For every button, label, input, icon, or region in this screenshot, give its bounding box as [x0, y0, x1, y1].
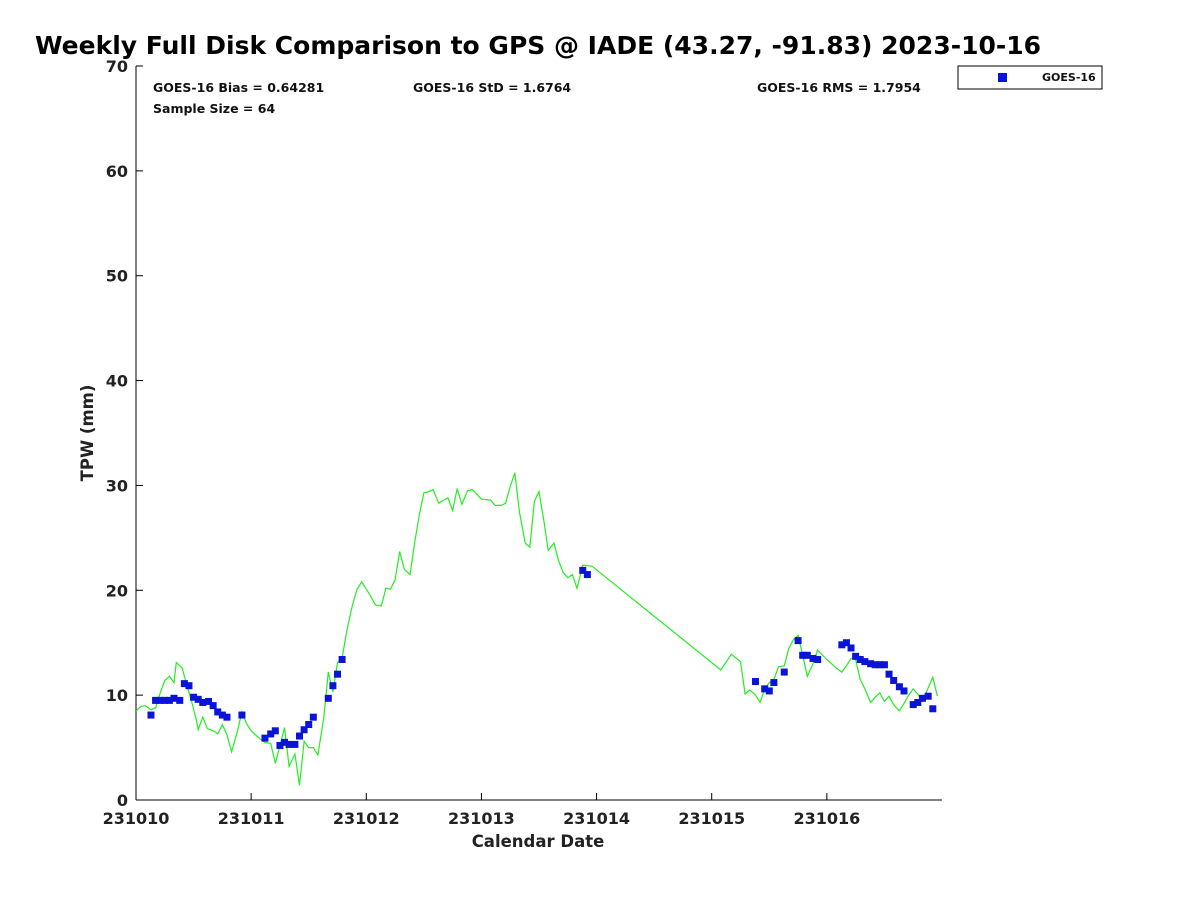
goes16-point	[218, 711, 226, 719]
bias-stat: GOES-16 Bias = 0.64281	[153, 80, 324, 95]
goes16-point	[223, 713, 231, 721]
goes16-point	[895, 683, 903, 691]
legend-box	[957, 65, 1103, 90]
goes16-point	[300, 726, 308, 734]
goes16-point	[880, 661, 888, 669]
goes16-point	[914, 698, 922, 706]
goes16-point	[765, 687, 773, 695]
goes16-point	[170, 694, 178, 702]
goes16-point	[180, 680, 188, 688]
goes16-point	[876, 661, 884, 669]
plot-area	[135, 66, 942, 801]
goes16-point	[794, 637, 802, 645]
goes16-point	[338, 655, 346, 663]
goes16-point	[334, 670, 341, 678]
legend-marker-goes16	[998, 73, 1007, 82]
rms-stat: GOES-16 RMS = 1.7954	[757, 80, 921, 95]
y-tick-label: 30	[106, 476, 128, 495]
goes16-point	[885, 670, 893, 678]
goes16-point	[871, 661, 879, 669]
goes16-point	[156, 696, 164, 704]
goes16-point	[751, 678, 759, 686]
goes16-point	[214, 708, 222, 716]
goes16-point	[329, 682, 337, 690]
goes16-point	[185, 682, 193, 690]
goes16-point	[261, 734, 269, 742]
goes16-point	[809, 654, 817, 662]
goes16-point	[209, 702, 217, 710]
goes16-point	[205, 697, 213, 705]
goes16-point	[838, 641, 846, 649]
goes16-point	[852, 652, 860, 660]
goes16-point	[267, 730, 275, 738]
goes16-point	[929, 705, 937, 713]
y-tick-label: 40	[106, 372, 128, 391]
goes16-point	[909, 701, 917, 709]
goes16-point	[271, 727, 279, 735]
x-tick-label: 231012	[333, 809, 400, 828]
x-tick-label: 231015	[678, 809, 745, 828]
goes16-point	[890, 676, 898, 684]
goes16-point	[176, 696, 184, 704]
y-tick-label: 10	[106, 686, 128, 705]
x-tick-label: 231013	[448, 809, 515, 828]
sample-size-stat: Sample Size = 64	[153, 101, 275, 116]
std-stat: GOES-16 StD = 1.6764	[413, 80, 571, 95]
x-axis-label: Calendar Date	[472, 832, 605, 851]
goes16-point	[194, 695, 202, 703]
y-tick-label: 50	[106, 267, 128, 286]
legend: GOES-16	[957, 65, 1103, 90]
gps-tpw-line	[135, 472, 938, 786]
goes16-point	[900, 687, 908, 695]
y-tick-label: 0	[117, 791, 128, 810]
goes16-point	[238, 711, 246, 719]
goes16-point	[770, 679, 778, 687]
goes16-point	[324, 694, 332, 702]
series-layer	[135, 472, 938, 786]
goes16-point	[583, 571, 591, 579]
x-tick-label: 231010	[103, 809, 170, 828]
goes16-point	[276, 741, 284, 749]
x-tick-label: 231011	[218, 809, 285, 828]
goes16-point	[799, 651, 807, 659]
goes16-point	[842, 639, 850, 647]
goes16-point	[867, 660, 875, 668]
legend-label-goes16: GOES-16	[1042, 71, 1096, 84]
goes16-point	[579, 566, 587, 574]
goes16-point	[847, 644, 855, 652]
y-ticks: 0 10 20 30 40 50 60 70	[106, 57, 143, 810]
y-tick-label: 60	[106, 162, 128, 181]
goes16-point	[918, 694, 926, 702]
goes16-point	[761, 685, 769, 693]
y-tick-label: 70	[106, 57, 128, 76]
goes16-point	[814, 655, 822, 663]
goes16-point	[285, 740, 293, 748]
goes16-point	[190, 693, 198, 701]
chart-title: Weekly Full Disk Comparison to GPS @ IAD…	[35, 31, 1041, 60]
y-tick-label: 20	[106, 581, 128, 600]
goes16-point	[803, 651, 811, 659]
goes16-point	[161, 696, 169, 704]
goes16-point	[296, 732, 304, 740]
goes16-point	[861, 658, 869, 666]
goes16-point	[291, 740, 299, 748]
goes16-point	[281, 738, 289, 746]
x-tick-label: 231014	[563, 809, 630, 828]
goes16-point	[856, 655, 864, 663]
y-axis-label: TPW (mm)	[78, 385, 97, 482]
goes16-point	[309, 713, 317, 721]
goes16-point	[199, 698, 207, 706]
x-ticks: 231010 231011 231012 231013 231014 231015 2310…	[103, 793, 860, 828]
goes16-point	[924, 692, 932, 700]
goes16-point	[165, 696, 173, 704]
goes16-point	[305, 721, 313, 729]
goes16-point	[152, 696, 160, 704]
x-tick-label: 231016	[793, 809, 860, 828]
goes16-point	[780, 668, 788, 676]
goes16-point	[147, 711, 155, 719]
